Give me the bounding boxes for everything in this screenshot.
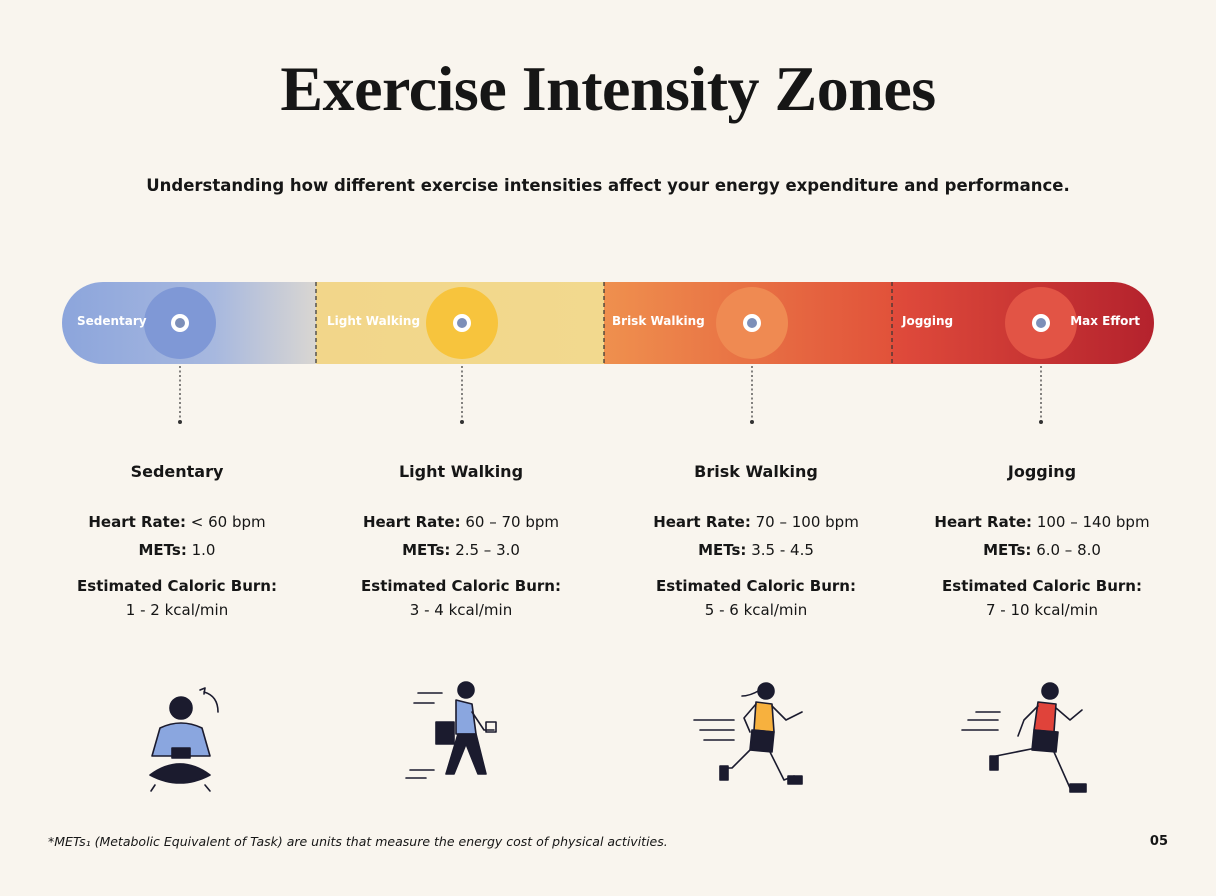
mets-label: METs: — [698, 541, 747, 559]
burn-label: Estimated Caloric Burn: — [77, 577, 277, 595]
heart-rate: Heart Rate: 60 – 70 bpm — [321, 513, 601, 531]
figure-sedentary — [149, 687, 219, 792]
mets-label: METs: — [138, 541, 187, 559]
heart-rate-label: Heart Rate: — [88, 513, 186, 531]
heart-rate-value: 100 – 140 bpm — [1036, 513, 1150, 531]
heart-rate-label: Heart Rate: — [934, 513, 1033, 531]
footnote: *METs₁ (Metabolic Equivalent of Task) ar… — [48, 834, 668, 849]
mets-value: 3.5 - 4.5 — [751, 541, 814, 559]
mets-label: METs: — [983, 541, 1032, 559]
mets-label: METs: — [402, 541, 451, 559]
zone-name: Light Walking — [398, 462, 524, 481]
figure-light-walking — [405, 681, 497, 779]
figures — [149, 681, 1087, 793]
intensity-bar — [62, 282, 1154, 364]
zone-name: Brisk Walking — [694, 462, 818, 481]
burn-value: 5 - 6 kcal/min — [704, 601, 808, 619]
heart-rate-label: Heart Rate: — [653, 513, 751, 531]
mets-value: 2.5 – 3.0 — [455, 541, 520, 559]
figure-jogging — [961, 682, 1087, 793]
heart-rate-label: Heart Rate: — [362, 513, 461, 531]
figure-brisk-walking — [693, 682, 803, 785]
burn-label: Estimated Caloric Burn: — [942, 577, 1142, 595]
mets: METs: 1.0 — [37, 541, 317, 559]
mets-value: 6.0 – 8.0 — [1036, 541, 1101, 559]
heart-rate: Heart Rate: < 60 bpm — [37, 513, 317, 531]
page-number: 05 — [1149, 834, 1168, 849]
heart-rate: Heart Rate: 100 – 140 bpm — [902, 513, 1182, 531]
burn-label: Estimated Caloric Burn: — [361, 577, 561, 595]
zone-name: Jogging — [1007, 462, 1077, 481]
burn-label: Estimated Caloric Burn: — [656, 577, 856, 595]
mets: METs: 6.0 – 8.0 — [902, 541, 1182, 559]
burn-value: 7 - 10 kcal/min — [986, 601, 1098, 619]
title: Exercise Intensity Zones — [280, 53, 936, 124]
heart-rate-value: 60 – 70 bpm — [465, 513, 560, 531]
scale-label: Brisk Walking — [612, 314, 705, 328]
markers — [144, 287, 1077, 424]
scale-label: Max Effort — [1070, 314, 1140, 328]
subtitle: Understanding how different exercise int… — [146, 176, 1070, 195]
mets-value: 1.0 — [191, 541, 216, 559]
scale-label: Light Walking — [327, 314, 421, 328]
scale-label: Sedentary — [77, 314, 147, 328]
burn-value: 3 - 4 kcal/min — [409, 601, 513, 619]
mets: METs: 2.5 – 3.0 — [321, 541, 601, 559]
heart-rate-value: < 60 bpm — [190, 513, 266, 531]
mets: METs: 3.5 - 4.5 — [616, 541, 896, 559]
heart-rate-value: 70 – 100 bpm — [755, 513, 859, 531]
burn-value: 1 - 2 kcal/min — [125, 601, 229, 619]
heart-rate: Heart Rate: 70 – 100 bpm — [616, 513, 896, 531]
scale-label: Jogging — [902, 314, 954, 328]
zone-name: Sedentary — [130, 462, 224, 481]
